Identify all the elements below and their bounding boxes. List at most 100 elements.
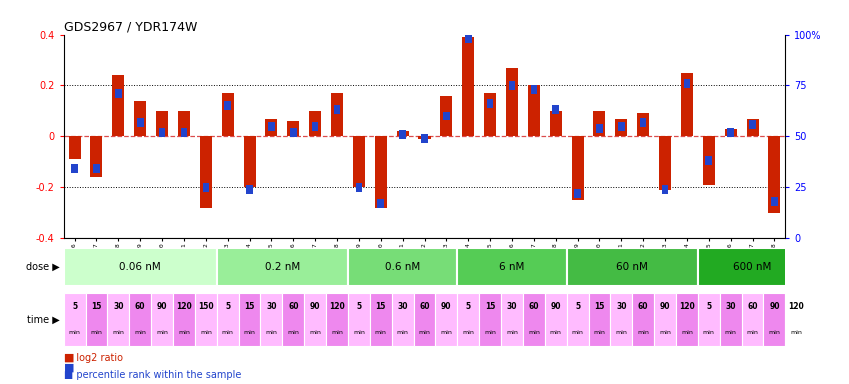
Bar [566, 293, 588, 346]
Bar [661, 185, 668, 194]
Text: 5: 5 [465, 302, 471, 311]
Text: 5: 5 [225, 302, 230, 311]
Text: ■ log2 ratio: ■ log2 ratio [64, 353, 122, 363]
Bar [370, 293, 391, 346]
Bar [378, 199, 384, 208]
Bar [156, 111, 168, 136]
Text: 5: 5 [706, 302, 711, 311]
Text: ■ percentile rank within the sample: ■ percentile rank within the sample [64, 370, 241, 380]
Bar [659, 136, 671, 190]
Bar [506, 68, 518, 136]
Bar [419, 136, 430, 139]
Text: min: min [69, 330, 81, 335]
Bar [137, 118, 143, 126]
Bar [151, 293, 173, 346]
Bar [610, 293, 633, 346]
Bar [312, 122, 318, 131]
Bar [553, 106, 559, 114]
Bar [287, 121, 300, 136]
Text: 15: 15 [375, 302, 386, 311]
Bar [309, 111, 321, 136]
Bar [566, 248, 698, 286]
Bar [501, 293, 523, 346]
Bar [509, 81, 515, 90]
Text: min: min [91, 330, 103, 335]
Text: 120: 120 [329, 302, 345, 311]
Text: 5: 5 [575, 302, 580, 311]
Text: min: min [681, 330, 693, 335]
Text: 30: 30 [113, 302, 124, 311]
Text: min: min [309, 330, 321, 335]
Bar [348, 248, 458, 286]
Bar [69, 136, 81, 159]
Text: min: min [463, 330, 475, 335]
Bar [640, 118, 646, 126]
Text: 0.06 nM: 0.06 nM [120, 262, 161, 272]
Text: 30: 30 [267, 302, 277, 311]
Text: 0.2 nM: 0.2 nM [265, 262, 300, 272]
Text: 90: 90 [660, 302, 671, 311]
Bar [290, 128, 296, 137]
Bar [195, 293, 216, 346]
Bar [261, 293, 283, 346]
Bar [465, 34, 471, 43]
Bar [574, 189, 581, 198]
Bar [244, 136, 256, 187]
Bar [86, 293, 108, 346]
Bar [654, 293, 676, 346]
Text: 60: 60 [638, 302, 649, 311]
Text: 15: 15 [594, 302, 604, 311]
Bar [479, 293, 501, 346]
Text: min: min [287, 330, 299, 335]
Bar [108, 293, 129, 346]
Bar [268, 122, 275, 131]
Text: min: min [396, 330, 408, 335]
Text: 15: 15 [245, 302, 255, 311]
Text: min: min [331, 330, 343, 335]
Bar [571, 136, 583, 200]
Bar [749, 120, 756, 129]
Bar [462, 37, 475, 136]
Text: min: min [506, 330, 518, 335]
Text: dose ▶: dose ▶ [25, 262, 59, 272]
Text: min: min [790, 330, 802, 335]
Bar [486, 99, 493, 108]
Bar [771, 197, 778, 206]
Bar [224, 101, 231, 110]
Bar [618, 122, 625, 131]
Bar [741, 293, 763, 346]
Bar [588, 293, 610, 346]
Bar [91, 136, 103, 177]
Text: min: min [703, 330, 715, 335]
Bar [266, 119, 278, 136]
Bar [334, 106, 340, 114]
Bar [173, 293, 195, 346]
Bar [531, 85, 537, 94]
Bar [222, 93, 233, 136]
Text: min: min [156, 330, 168, 335]
Text: 30: 30 [397, 302, 408, 311]
Text: min: min [353, 330, 365, 335]
Bar [484, 93, 496, 136]
Bar [64, 293, 86, 346]
Bar [633, 293, 654, 346]
Bar [356, 183, 363, 192]
Bar [523, 293, 545, 346]
Bar [596, 124, 603, 132]
Bar [159, 128, 166, 137]
Bar [681, 73, 693, 136]
Text: min: min [374, 330, 386, 335]
Bar [348, 293, 370, 346]
Bar [706, 156, 712, 165]
Bar [549, 111, 562, 136]
Bar [331, 93, 343, 136]
Text: 30: 30 [725, 302, 736, 311]
Bar [115, 89, 121, 98]
Text: 120: 120 [679, 302, 694, 311]
Text: 15: 15 [92, 302, 102, 311]
Text: 0.6 nM: 0.6 nM [385, 262, 420, 272]
Text: GDS2967 / YDR174W: GDS2967 / YDR174W [64, 20, 197, 33]
Text: min: min [419, 330, 430, 335]
Text: min: min [441, 330, 453, 335]
Text: min: min [550, 330, 562, 335]
